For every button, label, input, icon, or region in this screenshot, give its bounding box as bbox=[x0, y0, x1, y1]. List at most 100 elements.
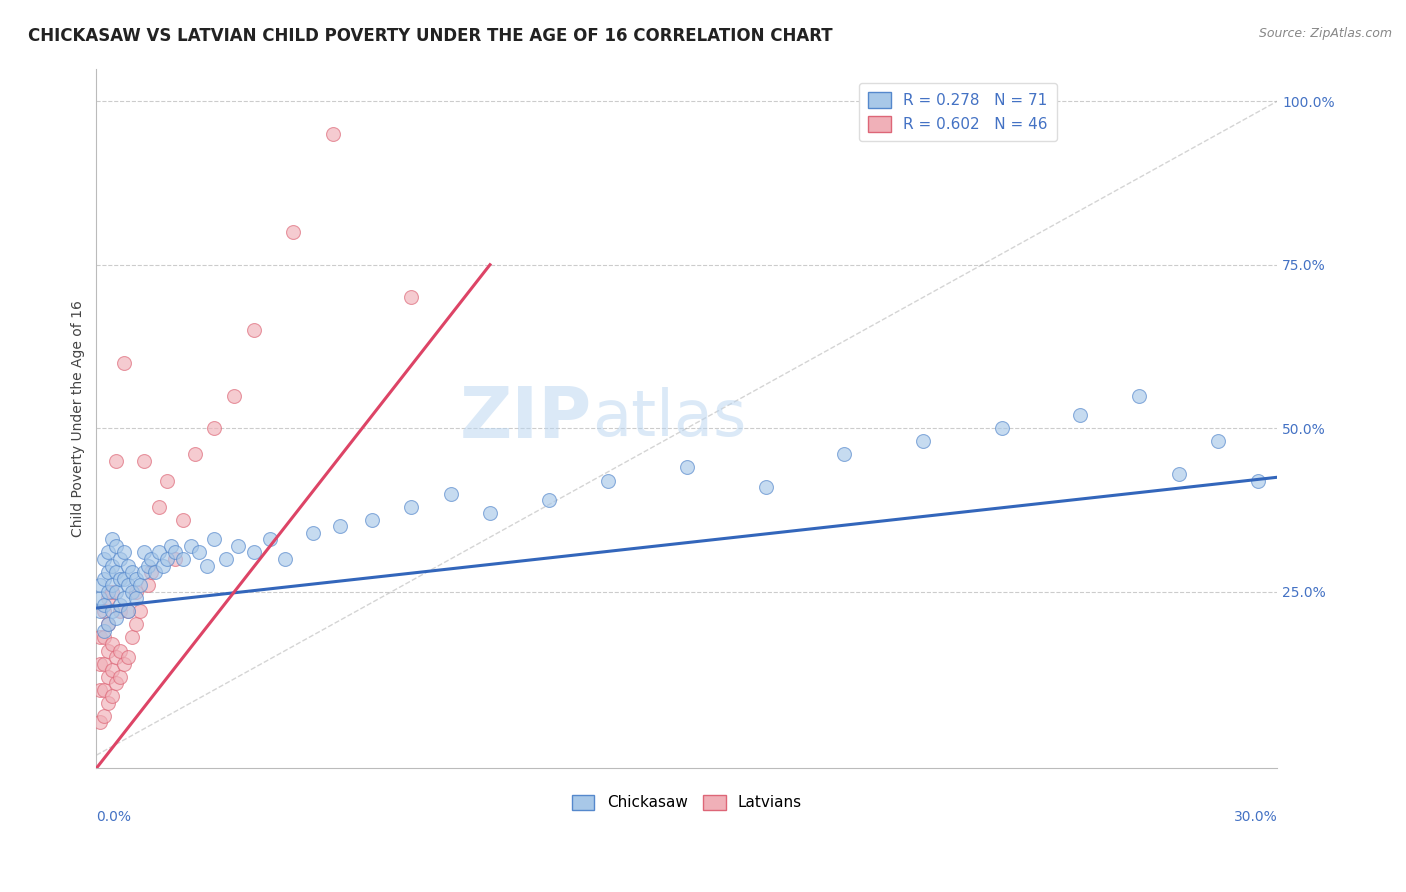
Point bbox=[112, 356, 135, 370]
Point bbox=[274, 552, 297, 566]
Point bbox=[136, 558, 159, 573]
Point bbox=[125, 572, 148, 586]
Point bbox=[184, 447, 207, 461]
Point bbox=[108, 670, 131, 684]
Point bbox=[215, 552, 238, 566]
Text: 30.0%: 30.0% bbox=[1233, 810, 1277, 824]
Point bbox=[121, 584, 143, 599]
Point bbox=[108, 643, 131, 657]
Point bbox=[440, 486, 463, 500]
Legend: Chickasaw, Latvians: Chickasaw, Latvians bbox=[565, 789, 808, 816]
Point bbox=[93, 604, 115, 618]
Point bbox=[329, 519, 352, 533]
Point bbox=[105, 454, 128, 468]
Point bbox=[105, 676, 128, 690]
Point bbox=[132, 565, 155, 579]
Point bbox=[97, 591, 120, 606]
Point bbox=[187, 545, 209, 559]
Point bbox=[89, 631, 111, 645]
Point bbox=[89, 604, 111, 618]
Point bbox=[121, 631, 143, 645]
Point bbox=[148, 545, 170, 559]
Point bbox=[117, 650, 139, 665]
Point bbox=[156, 552, 179, 566]
Point bbox=[1167, 467, 1189, 481]
Point bbox=[93, 657, 115, 671]
Point bbox=[89, 682, 111, 697]
Point bbox=[675, 460, 697, 475]
Point bbox=[97, 617, 120, 632]
Point bbox=[105, 539, 128, 553]
Point bbox=[117, 604, 139, 618]
Point bbox=[101, 533, 124, 547]
Point bbox=[97, 643, 120, 657]
Point bbox=[105, 611, 128, 625]
Point bbox=[226, 539, 249, 553]
Text: Source: ZipAtlas.com: Source: ZipAtlas.com bbox=[1258, 27, 1392, 40]
Point bbox=[145, 565, 167, 579]
Point bbox=[112, 591, 135, 606]
Point bbox=[112, 545, 135, 559]
Y-axis label: Child Poverty Under the Age of 16: Child Poverty Under the Age of 16 bbox=[72, 300, 86, 537]
Point bbox=[1206, 434, 1229, 449]
Point bbox=[1069, 408, 1091, 422]
Point bbox=[101, 584, 124, 599]
Point bbox=[97, 545, 120, 559]
Point bbox=[204, 533, 226, 547]
Point bbox=[105, 650, 128, 665]
Point bbox=[108, 598, 131, 612]
Point bbox=[97, 670, 120, 684]
Point bbox=[105, 565, 128, 579]
Point bbox=[361, 513, 384, 527]
Point bbox=[141, 552, 163, 566]
Point bbox=[1246, 474, 1268, 488]
Point bbox=[101, 578, 124, 592]
Point bbox=[165, 545, 187, 559]
Point bbox=[117, 604, 139, 618]
Point bbox=[117, 578, 139, 592]
Point bbox=[112, 572, 135, 586]
Point bbox=[105, 584, 128, 599]
Point bbox=[97, 617, 120, 632]
Point bbox=[132, 545, 155, 559]
Point bbox=[283, 225, 305, 239]
Point bbox=[152, 558, 174, 573]
Point bbox=[101, 663, 124, 677]
Point bbox=[322, 127, 344, 141]
Text: 0.0%: 0.0% bbox=[97, 810, 131, 824]
Point bbox=[125, 617, 148, 632]
Point bbox=[172, 552, 194, 566]
Point bbox=[141, 565, 163, 579]
Point bbox=[93, 682, 115, 697]
Point bbox=[93, 572, 115, 586]
Point bbox=[160, 539, 183, 553]
Point bbox=[401, 290, 423, 304]
Point bbox=[125, 591, 148, 606]
Point bbox=[93, 598, 115, 612]
Point bbox=[180, 539, 202, 553]
Point bbox=[990, 421, 1012, 435]
Point bbox=[101, 637, 124, 651]
Point bbox=[401, 500, 423, 514]
Point bbox=[754, 480, 776, 494]
Point bbox=[156, 474, 179, 488]
Point bbox=[97, 584, 120, 599]
Point bbox=[89, 657, 111, 671]
Point bbox=[132, 454, 155, 468]
Point bbox=[148, 500, 170, 514]
Point bbox=[121, 565, 143, 579]
Point bbox=[93, 709, 115, 723]
Point bbox=[911, 434, 934, 449]
Point bbox=[243, 545, 266, 559]
Point bbox=[101, 558, 124, 573]
Point bbox=[195, 558, 218, 573]
Point bbox=[302, 525, 325, 540]
Point bbox=[93, 552, 115, 566]
Point bbox=[224, 388, 246, 402]
Text: ZIP: ZIP bbox=[460, 384, 592, 453]
Point bbox=[101, 604, 124, 618]
Point bbox=[101, 690, 124, 704]
Point bbox=[128, 578, 150, 592]
Point bbox=[259, 533, 281, 547]
Point bbox=[117, 558, 139, 573]
